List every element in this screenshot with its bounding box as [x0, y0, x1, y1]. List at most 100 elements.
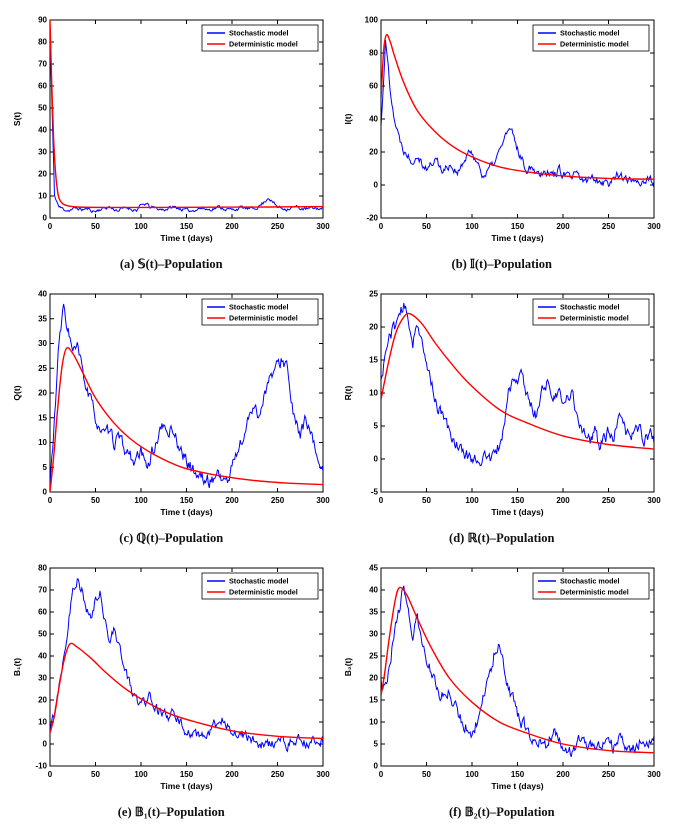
x-axis-label: Time t (days) — [161, 507, 213, 517]
deterministic-line — [380, 586, 654, 754]
stochastic-line — [380, 303, 654, 467]
deterministic-line — [50, 20, 324, 209]
x-tick-label: 100 — [135, 496, 149, 505]
y-tick-label: 40 — [369, 115, 378, 124]
y-tick-label: 35 — [38, 314, 47, 323]
x-tick-label: 200 — [556, 222, 570, 231]
y-tick-label: 5 — [373, 422, 378, 431]
y-tick-label: -5 — [371, 488, 379, 497]
y-tick-label: 20 — [369, 323, 378, 332]
y-tick-label: 0 — [373, 181, 378, 190]
y-tick-label: 10 — [38, 438, 47, 447]
legend-box — [201, 572, 319, 600]
x-tick-label: 250 — [271, 222, 285, 231]
legend-label: Deterministic model — [560, 314, 629, 323]
y-tick-label: 15 — [38, 413, 47, 422]
subplot-e: 0 50 100 150 200 250 300 -10 0 10 20 30 40 50 60 70 80 St… — [10, 560, 332, 820]
y-axis-label: R(t) — [343, 386, 353, 401]
y-tick-label: 25 — [38, 364, 47, 373]
x-tick-label: 150 — [511, 222, 525, 231]
x-tick-label: 100 — [465, 222, 479, 231]
deterministic-line — [380, 312, 654, 450]
x-tick-label: 300 — [317, 222, 331, 231]
x-tick-label: 0 — [379, 770, 384, 779]
deterministic-line — [50, 347, 324, 492]
chart-c-canvas: 0 50 100 150 200 250 300 0 5 10 15 20 25 30 35 40 Stocha… — [12, 290, 331, 517]
x-tick-label: 100 — [135, 770, 149, 779]
y-tick-label: 0 — [43, 214, 48, 223]
x-axis-label: Time t (days) — [491, 781, 543, 791]
x-tick-label: 0 — [379, 222, 384, 231]
x-tick-label: 50 — [91, 496, 100, 505]
y-tick-label: 25 — [369, 290, 378, 299]
y-tick-label: 40 — [369, 586, 378, 595]
y-tick-label: 60 — [369, 82, 378, 91]
legend-box — [532, 298, 650, 326]
subplot-d: 0 50 100 150 200 250 300 -5 0 5 10 15 20 25 Stochastic… — [341, 286, 663, 546]
y-tick-label: -10 — [36, 762, 48, 771]
y-tick-label: 10 — [369, 389, 378, 398]
y-tick-label: 0 — [43, 740, 48, 749]
subplot-a: 0 50 100 150 200 250 300 0 10 20 30 40 50 60 70 80 90 Sto… — [10, 12, 332, 272]
y-tick-label: 30 — [38, 339, 47, 348]
x-tick-label: 50 — [91, 222, 100, 231]
x-tick-label: 300 — [317, 496, 331, 505]
y-tick-label: 0 — [43, 488, 48, 497]
y-tick-label: -20 — [366, 214, 378, 223]
x-tick-label: 250 — [602, 496, 616, 505]
plot-box — [49, 567, 324, 767]
chart-e-canvas: 0 50 100 150 200 250 300-1001020304050607080St… — [12, 564, 330, 791]
x-tick-label: 150 — [511, 770, 525, 779]
legend-box — [532, 24, 650, 52]
y-tick-label: 50 — [38, 104, 47, 113]
x-tick-label: 0 — [48, 222, 53, 231]
y-tick-label: 15 — [369, 356, 378, 365]
x-tick-label: 250 — [602, 222, 616, 231]
chart-f-canvas: 0 50 100 150 200 250 300 0 5 10 15 20 25 30 35 40 45 Stoc… — [343, 564, 661, 791]
y-tick-label: 15 — [369, 696, 378, 705]
y-tick-label: 45 — [369, 564, 378, 573]
stochastic-line — [50, 303, 324, 489]
x-tick-label: 150 — [180, 770, 194, 779]
y-tick-label: 10 — [38, 192, 47, 201]
x-tick-label: 200 — [226, 770, 240, 779]
y-tick-label: 70 — [38, 586, 47, 595]
x-tick-label: 200 — [556, 496, 570, 505]
y-tick-label: 60 — [38, 608, 47, 617]
y-tick-label: 20 — [369, 674, 378, 683]
y-tick-label: 10 — [369, 718, 378, 727]
x-tick-label: 200 — [226, 496, 240, 505]
y-tick-label: 35 — [369, 608, 378, 617]
chart-b-canvas: 0 50 100 150 200 250 300-20020406080100Stochas… — [343, 16, 661, 243]
deterministic-line — [380, 33, 654, 180]
legend-label: Stochastic model — [560, 303, 620, 312]
x-tick-label: 300 — [647, 222, 661, 231]
plot-box — [49, 19, 324, 219]
y-axis-label: S(t) — [12, 112, 22, 126]
x-tick-label: 50 — [422, 222, 431, 231]
stochastic-line — [380, 585, 654, 758]
y-tick-label: 100 — [364, 16, 378, 25]
legend-label: Deterministic model — [560, 588, 629, 597]
legend-label: Stochastic model — [229, 303, 289, 312]
x-tick-label: 0 — [48, 496, 53, 505]
x-tick-label: 50 — [422, 496, 431, 505]
y-tick-label: 20 — [369, 148, 378, 157]
x-tick-label: 50 — [422, 770, 431, 779]
y-tick-label: 20 — [38, 389, 47, 398]
y-axis-label: B₁(t) — [12, 658, 22, 676]
x-axis-label: Time t (days) — [161, 781, 213, 791]
x-tick-label: 150 — [511, 496, 525, 505]
caption-c: (c) ℚ(t)–Population — [119, 531, 224, 545]
legend-label: Deterministic model — [560, 40, 629, 49]
x-tick-label: 0 — [379, 496, 384, 505]
y-axis-label: B₂(t) — [343, 658, 353, 677]
x-tick-label: 250 — [271, 496, 285, 505]
x-axis-label: Time t (days) — [161, 233, 213, 243]
legend-box — [201, 24, 319, 52]
y-tick-label: 50 — [38, 630, 47, 639]
subplot-f: 0 50 100 150 200 250 300 0 5 10 15 20 25 30 35 40 45 Stoc… — [341, 560, 663, 820]
plot-box — [380, 293, 655, 493]
y-tick-label: 10 — [38, 718, 47, 727]
